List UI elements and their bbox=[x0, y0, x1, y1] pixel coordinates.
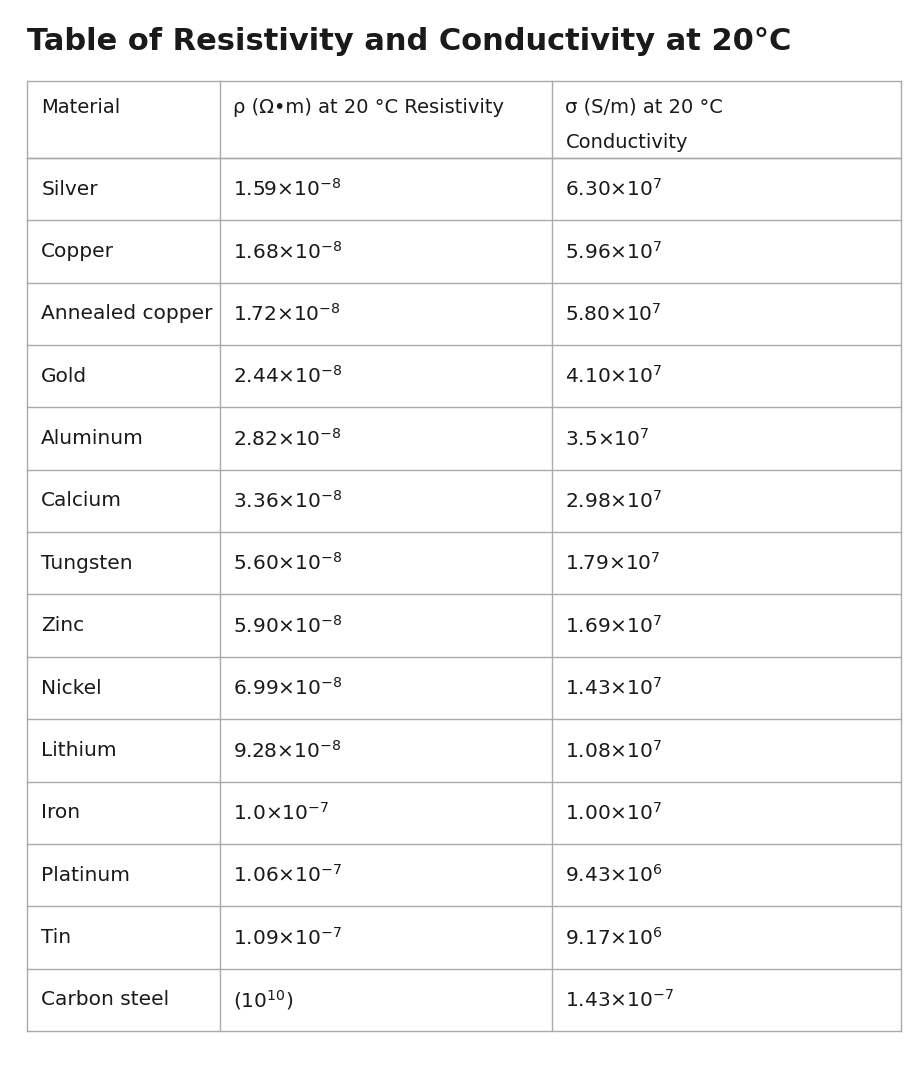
Text: Calcium: Calcium bbox=[41, 491, 123, 511]
Text: Conductivity: Conductivity bbox=[565, 133, 688, 153]
Text: 1.79×10$^{7}$: 1.79×10$^{7}$ bbox=[565, 553, 662, 574]
Text: 2.44×10$^{-8}$: 2.44×10$^{-8}$ bbox=[233, 366, 342, 387]
Text: 6.30×10$^{7}$: 6.30×10$^{7}$ bbox=[565, 178, 662, 200]
Text: 4.10×10$^{7}$: 4.10×10$^{7}$ bbox=[565, 366, 662, 387]
Text: 1.06×10$^{-7}$: 1.06×10$^{-7}$ bbox=[233, 864, 342, 886]
Text: 5.60×10$^{-8}$: 5.60×10$^{-8}$ bbox=[233, 553, 342, 574]
Text: 2.98×10$^{7}$: 2.98×10$^{7}$ bbox=[565, 490, 662, 512]
Text: Carbon steel: Carbon steel bbox=[41, 990, 169, 1009]
Text: 1.09×10$^{-7}$: 1.09×10$^{-7}$ bbox=[233, 927, 342, 948]
Text: 9.28×10$^{-8}$: 9.28×10$^{-8}$ bbox=[233, 740, 341, 761]
Text: 1.0×10$^{-7}$: 1.0×10$^{-7}$ bbox=[233, 802, 329, 823]
Text: 9.17×10$^{6}$: 9.17×10$^{6}$ bbox=[565, 927, 663, 948]
Text: 6.99×10$^{-8}$: 6.99×10$^{-8}$ bbox=[233, 677, 342, 699]
Text: σ (S/m) at 20 °C: σ (S/m) at 20 °C bbox=[565, 98, 724, 117]
Text: Lithium: Lithium bbox=[41, 741, 117, 760]
Text: 1.08×10$^{7}$: 1.08×10$^{7}$ bbox=[565, 740, 662, 761]
Text: (10$^{10}$): (10$^{10}$) bbox=[233, 988, 294, 1012]
Text: 3.36×10$^{-8}$: 3.36×10$^{-8}$ bbox=[233, 490, 342, 512]
Text: 1.43×10$^{-7}$: 1.43×10$^{-7}$ bbox=[565, 989, 674, 1010]
Text: 1.43×10$^{7}$: 1.43×10$^{7}$ bbox=[565, 677, 662, 699]
Text: 5.90×10$^{-8}$: 5.90×10$^{-8}$ bbox=[233, 615, 342, 636]
Text: Table of Resistivity and Conductivity at 20°C: Table of Resistivity and Conductivity at… bbox=[27, 27, 791, 56]
Text: Aluminum: Aluminum bbox=[41, 429, 144, 448]
Text: 1.00×10$^{7}$: 1.00×10$^{7}$ bbox=[565, 802, 662, 823]
Text: Nickel: Nickel bbox=[41, 678, 102, 698]
Text: Platinum: Platinum bbox=[41, 865, 130, 885]
Text: 1.68×10$^{-8}$: 1.68×10$^{-8}$ bbox=[233, 241, 342, 262]
Text: 1.72×10$^{-8}$: 1.72×10$^{-8}$ bbox=[233, 303, 341, 325]
Text: 5.96×10$^{7}$: 5.96×10$^{7}$ bbox=[565, 241, 662, 262]
Text: Tungsten: Tungsten bbox=[41, 554, 133, 573]
Text: 1.69×10$^{7}$: 1.69×10$^{7}$ bbox=[565, 615, 662, 636]
Text: Material: Material bbox=[41, 98, 121, 117]
Text: 9.43×10$^{6}$: 9.43×10$^{6}$ bbox=[565, 864, 663, 886]
Text: Gold: Gold bbox=[41, 367, 87, 386]
Text: 1.59×10$^{-8}$: 1.59×10$^{-8}$ bbox=[233, 178, 341, 200]
Text: Annealed copper: Annealed copper bbox=[41, 304, 212, 324]
Text: Silver: Silver bbox=[41, 180, 98, 199]
Text: ρ (Ω•m) at 20 °C Resistivity: ρ (Ω•m) at 20 °C Resistivity bbox=[233, 98, 504, 117]
Text: 2.82×10$^{-8}$: 2.82×10$^{-8}$ bbox=[233, 428, 342, 449]
Text: 5.80×10$^{7}$: 5.80×10$^{7}$ bbox=[565, 303, 662, 325]
Text: Zinc: Zinc bbox=[41, 616, 84, 635]
Text: Iron: Iron bbox=[41, 803, 81, 822]
Text: 3.5×10$^{7}$: 3.5×10$^{7}$ bbox=[565, 428, 650, 449]
Text: Copper: Copper bbox=[41, 242, 114, 261]
Text: Tin: Tin bbox=[41, 928, 71, 947]
